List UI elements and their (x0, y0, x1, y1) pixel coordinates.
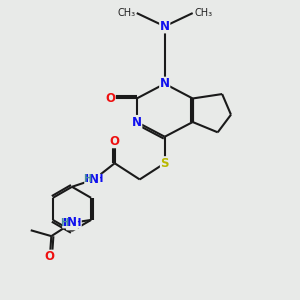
Text: N: N (132, 116, 142, 128)
Text: CH₃: CH₃ (117, 8, 135, 18)
Text: NH: NH (85, 174, 103, 184)
Text: O: O (45, 250, 55, 263)
Text: O: O (110, 135, 120, 148)
Text: N: N (160, 20, 170, 33)
Text: N: N (67, 216, 77, 230)
Text: S: S (160, 157, 169, 170)
Text: N: N (160, 77, 170, 90)
Text: NH: NH (63, 218, 81, 228)
Text: H: H (82, 174, 91, 184)
Text: H: H (60, 218, 68, 228)
Text: CH₃: CH₃ (194, 8, 212, 18)
Text: N: N (89, 173, 99, 186)
Text: O: O (105, 92, 115, 105)
